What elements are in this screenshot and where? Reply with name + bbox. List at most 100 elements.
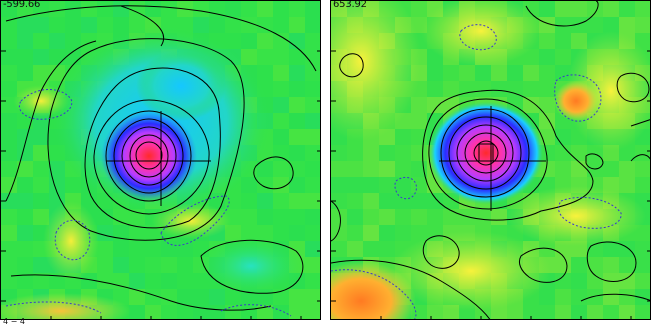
yellow-region-right	[566, 31, 650, 151]
pixel-block	[1, 209, 17, 225]
pixel-block	[209, 289, 225, 305]
pixel-block	[331, 145, 347, 161]
pixel-block	[17, 145, 33, 161]
pixel-block	[289, 49, 305, 65]
pixel-block	[523, 97, 539, 113]
pixel-block	[1, 273, 17, 289]
pixel-block	[305, 193, 320, 209]
pixel-block	[539, 1, 555, 17]
pixel-block	[33, 273, 49, 289]
pixel-block	[193, 289, 209, 305]
pixel-block	[209, 305, 225, 319]
pixel-block	[1, 193, 17, 209]
pixel-block	[161, 273, 177, 289]
pixel-block	[331, 241, 347, 257]
pixel-block	[305, 33, 320, 49]
pixel-block	[443, 97, 459, 113]
pixel-block	[49, 33, 65, 49]
pixel-block	[241, 33, 257, 49]
pixel-block	[443, 193, 459, 209]
pixel-block	[145, 305, 161, 319]
pixel-block	[129, 225, 145, 241]
pixel-block	[305, 209, 320, 225]
pixel-block	[289, 193, 305, 209]
pixel-block	[273, 161, 289, 177]
yellow-region-top	[421, 1, 541, 66]
pixel-block	[97, 1, 113, 17]
pixel-block	[113, 225, 129, 241]
pixel-block	[347, 225, 363, 241]
pixel-block	[603, 241, 619, 257]
pixel-block	[129, 257, 145, 273]
pixel-block	[347, 161, 363, 177]
pixel-block	[161, 305, 177, 319]
pixel-block	[571, 145, 587, 161]
pixel-block	[81, 273, 97, 289]
pixel-block	[289, 97, 305, 113]
pixel-block	[1, 177, 17, 193]
pixel-block	[395, 129, 411, 145]
warm-patch-left	[43, 201, 99, 281]
pixel-block	[177, 241, 193, 257]
pixel-block	[145, 273, 161, 289]
pixel-block	[113, 1, 129, 17]
pixel-block	[411, 209, 427, 225]
pixel-block	[257, 1, 273, 17]
pixel-block	[347, 193, 363, 209]
pixel-block	[571, 273, 587, 289]
pixel-block	[305, 113, 320, 129]
pixel-block	[603, 161, 619, 177]
pixel-block	[331, 225, 347, 241]
pixel-block	[555, 17, 571, 33]
pixel-block	[475, 209, 491, 225]
pixel-block	[603, 1, 619, 17]
pixel-block	[635, 305, 650, 319]
pixel-block	[49, 65, 65, 81]
pixel-block	[411, 97, 427, 113]
pixel-block	[619, 273, 635, 289]
pixel-block	[1, 113, 17, 129]
pixel-block	[33, 209, 49, 225]
pixel-block	[539, 241, 555, 257]
pixel-block	[619, 17, 635, 33]
pixel-block	[305, 273, 320, 289]
pixel-block	[539, 33, 555, 49]
pixel-block	[427, 193, 443, 209]
pixel-block	[395, 161, 411, 177]
pixel-block	[347, 241, 363, 257]
yellow-region-lower	[506, 186, 646, 246]
pixel-block	[305, 65, 320, 81]
pixel-block	[603, 289, 619, 305]
negative-contours-left	[5, 89, 292, 317]
pixel-block	[491, 209, 507, 225]
pixel-block	[65, 33, 81, 49]
pixel-block	[427, 97, 443, 113]
pixel-block	[379, 161, 395, 177]
pixel-block	[289, 81, 305, 97]
pixel-block	[443, 65, 459, 81]
pixel-block	[395, 145, 411, 161]
pixel-block	[177, 305, 193, 319]
pixel-block	[289, 209, 305, 225]
pixel-block	[619, 1, 635, 17]
pixel-block	[305, 257, 320, 273]
pixel-block	[145, 257, 161, 273]
pixel-block	[241, 1, 257, 17]
map-image-right	[331, 1, 650, 319]
pixel-block	[427, 209, 443, 225]
pixel-block	[619, 257, 635, 273]
pixel-block	[257, 49, 273, 65]
pixel-block	[619, 305, 635, 319]
pixel-block	[145, 1, 161, 17]
pixel-block	[33, 145, 49, 161]
pixel-block	[113, 257, 129, 273]
pixel-block	[225, 17, 241, 33]
pixel-block	[257, 177, 273, 193]
pixel-block	[241, 209, 257, 225]
pixel-block	[17, 209, 33, 225]
pixel-block	[129, 273, 145, 289]
pixel-block	[305, 305, 320, 319]
pixel-block	[289, 17, 305, 33]
pixel-block	[459, 81, 475, 97]
pixel-block	[443, 209, 459, 225]
